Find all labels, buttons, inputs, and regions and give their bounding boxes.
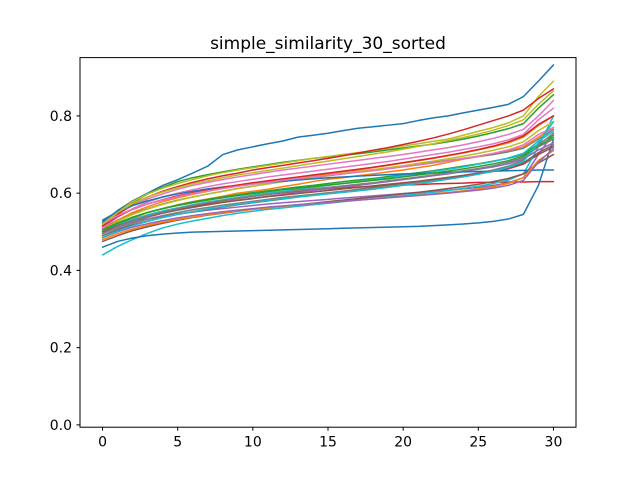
x-tick-label: 0 [98,435,107,451]
y-tick-label: 0.2 [50,341,72,357]
series-line-9 [101,115,555,256]
series-line-19 [101,130,555,233]
x-tick-label: 10 [244,435,262,451]
series-line-16 [101,107,555,229]
chart-title: simple_similarity_30_sorted [210,34,446,54]
series-line-25 [101,144,555,233]
series-line-24 [101,147,555,239]
y-tick-label: 0.4 [50,263,72,279]
x-tick-label: 30 [545,435,563,451]
x-tick-label: 15 [319,435,337,451]
series-line-15 [101,153,555,243]
series-line-6 [101,99,555,227]
y-tick-label: 0.8 [50,109,72,125]
series-line-26 [101,126,555,225]
plot-border [79,57,577,428]
series-line-23 [101,115,555,227]
series-layer [101,64,555,256]
series-line-29 [101,120,555,239]
series-line-10 [101,138,555,248]
axes-layer: 0 5 10 15 20 25 30 0.0 0.2 0.4 0.6 0.8 [50,57,577,451]
x-tick-label: 5 [173,435,182,451]
y-tick-label: 0.0 [50,418,72,434]
series-line-0 [101,64,555,223]
series-line-27 [101,138,555,235]
series-line-22 [101,136,555,231]
y-tick-label: 0.6 [50,186,72,202]
series-line-13 [101,88,555,229]
series-line-2 [101,93,555,225]
x-tick-label: 20 [394,435,412,451]
x-tick-label: 25 [469,435,487,451]
series-line-28 [101,90,555,225]
series-line-20 [101,169,555,221]
series-line-8 [101,80,555,227]
